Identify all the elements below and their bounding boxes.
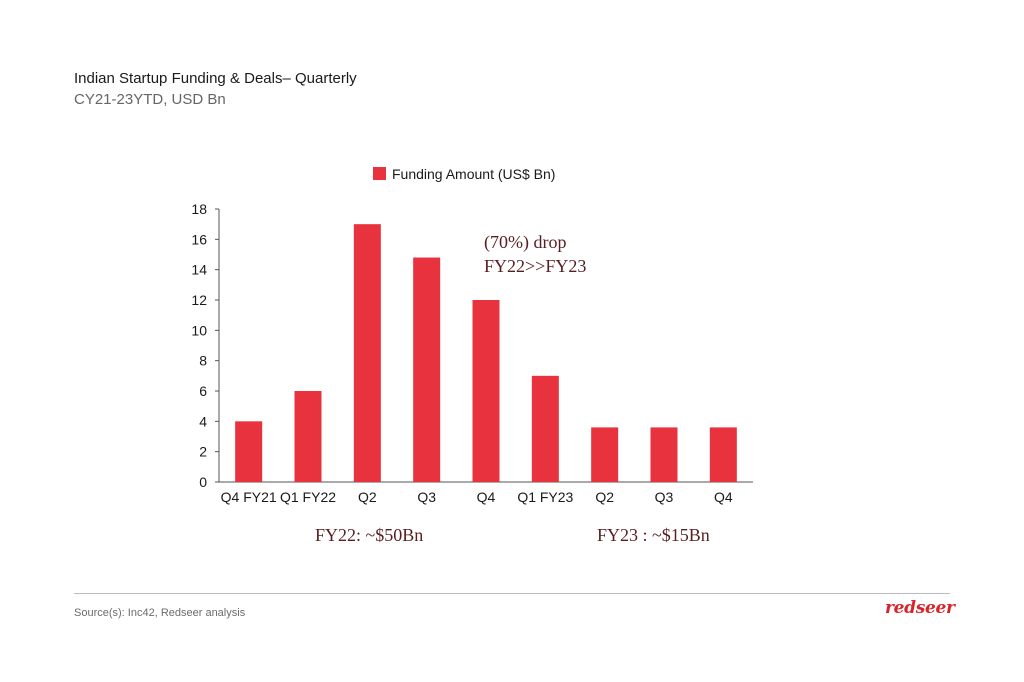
x-tick-label: Q3 (417, 489, 436, 505)
bars-group (235, 224, 737, 482)
chart-annotations: (70%) drop FY22>>FY23 FY22: ~$50Bn FY23 … (315, 232, 710, 545)
bar (413, 257, 441, 482)
x-tick-labels: Q4 FY21 Q1 FY22 Q2 Q3 Q4 Q1 FY23 Q2 Q3 Q4 (221, 489, 733, 505)
bar (294, 391, 322, 482)
bar (472, 300, 500, 482)
y-tick-label: 10 (191, 322, 207, 338)
y-axis: 0 2 4 6 8 10 12 14 16 18 (191, 201, 220, 490)
y-tick-label: 12 (191, 292, 207, 308)
y-tick-label: 2 (199, 444, 207, 460)
y-tick-label: 8 (199, 353, 207, 369)
legend-label: Funding Amount (US$ Bn) (392, 166, 555, 182)
x-tick-label: Q4 (477, 489, 496, 505)
chart-subtitle: CY21-23YTD, USD Bn (74, 91, 226, 108)
redseer-logo: redseer (885, 598, 955, 618)
bar (353, 224, 381, 482)
y-tick-label: 16 (191, 231, 207, 247)
chart-title: Indian Startup Funding & Deals– Quarterl… (74, 70, 357, 87)
x-tick-label: Q4 (714, 489, 733, 505)
chart-legend: Funding Amount (US$ Bn) (373, 166, 555, 182)
y-tick-label: 6 (199, 383, 207, 399)
x-tick-label: Q2 (595, 489, 614, 505)
drop-annotation-line2: FY22>>FY23 (484, 256, 586, 276)
y-tick-label: 14 (191, 262, 207, 278)
legend-swatch (373, 167, 386, 180)
x-tick-label: Q2 (358, 489, 377, 505)
x-tick-label: Q1 FY22 (280, 489, 336, 505)
bar (235, 421, 263, 482)
bar (591, 427, 619, 482)
y-tick-label: 18 (191, 201, 207, 217)
drop-annotation-line1: (70%) drop (484, 232, 566, 253)
fy22-total-annotation: FY22: ~$50Bn (315, 525, 423, 545)
x-tick-label: Q1 FY23 (517, 489, 573, 505)
footer-divider (74, 593, 950, 594)
x-tick-label: Q3 (655, 489, 674, 505)
y-tick-label: 0 (199, 474, 207, 490)
bar (531, 375, 559, 482)
bar (650, 427, 678, 482)
x-tick-label: Q4 FY21 (221, 489, 277, 505)
y-tick-label: 4 (199, 413, 207, 429)
bar (709, 427, 737, 482)
fy23-total-annotation: FY23 : ~$15Bn (597, 525, 710, 545)
source-note: Source(s): Inc42, Redseer analysis (74, 607, 246, 619)
